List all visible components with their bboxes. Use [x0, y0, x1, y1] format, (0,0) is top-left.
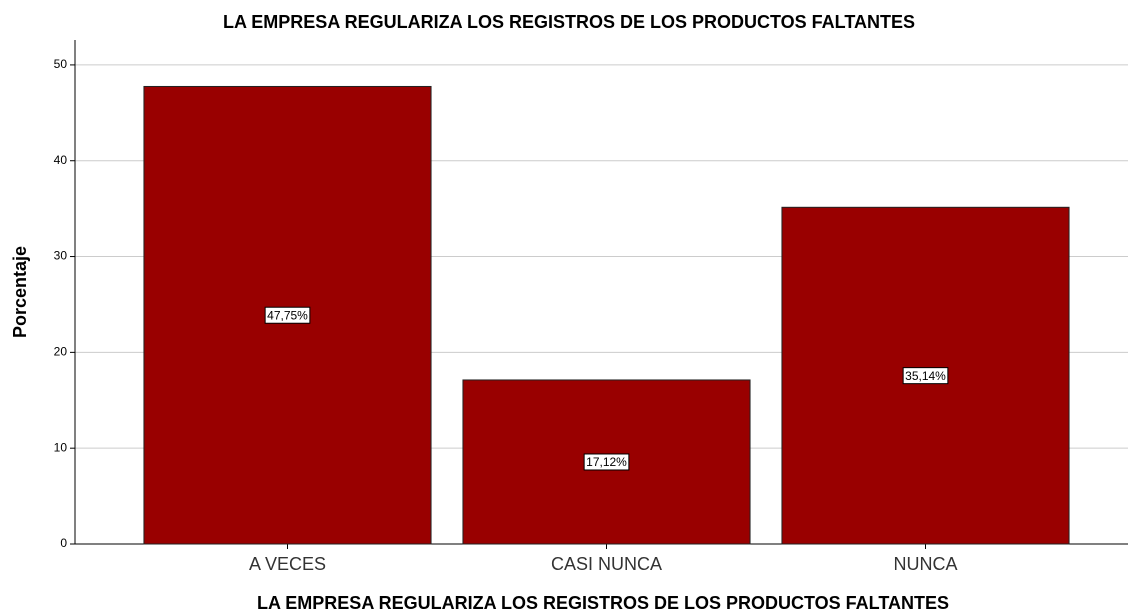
x-tick-label: CASI NUNCA — [551, 554, 662, 574]
y-tick-label: 0 — [60, 536, 67, 550]
value-label-box — [583, 453, 630, 471]
y-tick-label: 50 — [54, 57, 68, 71]
value-label: 17,12% — [586, 455, 627, 469]
value-label: 47,75% — [267, 308, 308, 322]
bar — [462, 379, 751, 545]
y-tick-label: 20 — [54, 345, 68, 359]
x-axis-title: LA EMPRESA REGULARIZA LOS REGISTROS DE L… — [257, 593, 949, 613]
y-tick-label: 10 — [54, 440, 68, 454]
value-label-box — [902, 367, 949, 385]
value-label-box — [264, 306, 311, 324]
y-axis-title: Porcentaje — [10, 246, 30, 338]
value-label: 35,14% — [905, 369, 946, 383]
x-tick-label: A VECES — [249, 554, 326, 574]
y-tick-label: 30 — [54, 249, 68, 263]
y-tick-label: 40 — [54, 153, 68, 167]
chart-title: LA EMPRESA REGULARIZA LOS REGISTROS DE L… — [223, 12, 915, 32]
x-tick-label: NUNCA — [893, 554, 957, 574]
